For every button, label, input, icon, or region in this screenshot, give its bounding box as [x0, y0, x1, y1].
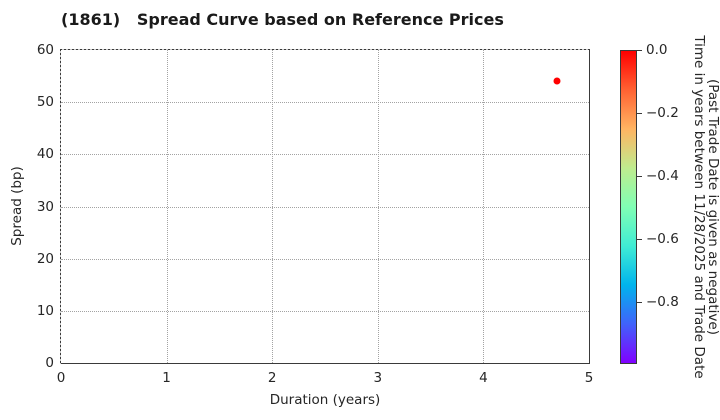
x-tick-label: 2 [267, 370, 277, 386]
colorbar-tick-label: −0.2 [646, 105, 679, 121]
colorbar-tick-label: −0.6 [646, 231, 679, 247]
colorbar-tick-mark [637, 239, 642, 240]
x-tick-label: 0 [56, 370, 66, 386]
colorbar-tick-mark [637, 176, 642, 177]
y-tick-label: 60 [36, 42, 54, 58]
y-gridline [61, 102, 589, 104]
plot-left-spine [60, 49, 61, 364]
plot-top-spine [60, 49, 590, 50]
colorbar-label-line2: (Past Trade Date is given as negative) [705, 79, 720, 335]
data-point [553, 77, 561, 85]
x-tick-label: 5 [584, 370, 594, 386]
colorbar-tick-mark [637, 113, 642, 114]
chart-title: (1861) Spread Curve based on Reference P… [61, 10, 504, 29]
colorbar [620, 50, 637, 364]
colorbar-tick-mark [637, 50, 642, 51]
colorbar-tick-label: −0.4 [646, 168, 679, 184]
y-gridline [61, 310, 589, 312]
y-tick-label: 20 [36, 250, 54, 267]
colorbar-tick-mark [637, 302, 642, 303]
plot-area [61, 50, 590, 364]
y-gridline [61, 258, 589, 260]
x-axis-label: Duration (years) [269, 392, 381, 408]
colorbar-tick-label: 0.0 [646, 42, 668, 58]
y-tick-label: 0 [45, 355, 54, 371]
y-tick-label: 50 [36, 94, 54, 111]
y-tick-label: 10 [36, 302, 54, 319]
y-tick-label: 30 [36, 198, 54, 215]
x-tick-label: 1 [162, 370, 171, 386]
y-gridline [61, 154, 589, 156]
colorbar-tick-label: −0.8 [646, 294, 679, 310]
x-tick-label: 3 [373, 370, 383, 386]
y-gridline [61, 206, 589, 208]
y-tick-label: 40 [36, 146, 54, 163]
x-tick-label: 4 [479, 370, 488, 386]
